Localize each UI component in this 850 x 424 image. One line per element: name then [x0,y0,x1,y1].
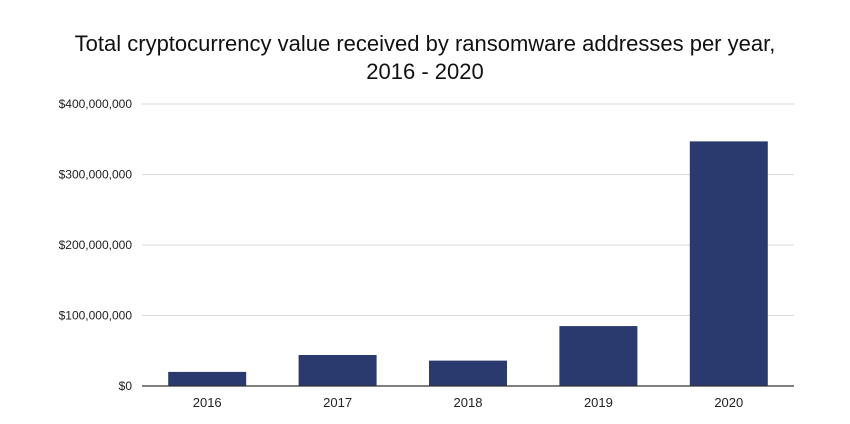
x-tick-label: 2018 [454,395,483,410]
chart-title-line-2: 2016 - 2020 [366,59,484,84]
bar-2016 [168,371,247,386]
x-tick-label: 2019 [584,395,613,410]
x-tick-label: 2020 [714,395,743,410]
bar-2020 [689,141,768,386]
y-tick-label: $400,000,000 [59,97,133,111]
chart-title-line-1: Total cryptocurrency value received by r… [74,31,776,56]
y-tick-label: $200,000,000 [59,238,133,252]
x-tick-label: 2017 [323,395,352,410]
bar-2019 [559,326,638,386]
y-tick-label: $300,000,000 [59,168,133,182]
x-tick-label: 2016 [193,395,222,410]
bar-2017 [298,354,377,386]
x-axis-ticks: 2016 2017 2018 2019 2020 [193,395,744,410]
y-tick-label: $100,000,000 [59,309,133,323]
grid-lines [142,103,794,316]
y-tick-label: $0 [119,379,133,393]
bars [168,141,768,386]
bar-2018 [429,360,507,386]
y-axis-ticks: $0 $100,000,000 $200,000,000 $300,000,000 $4… [59,97,133,393]
